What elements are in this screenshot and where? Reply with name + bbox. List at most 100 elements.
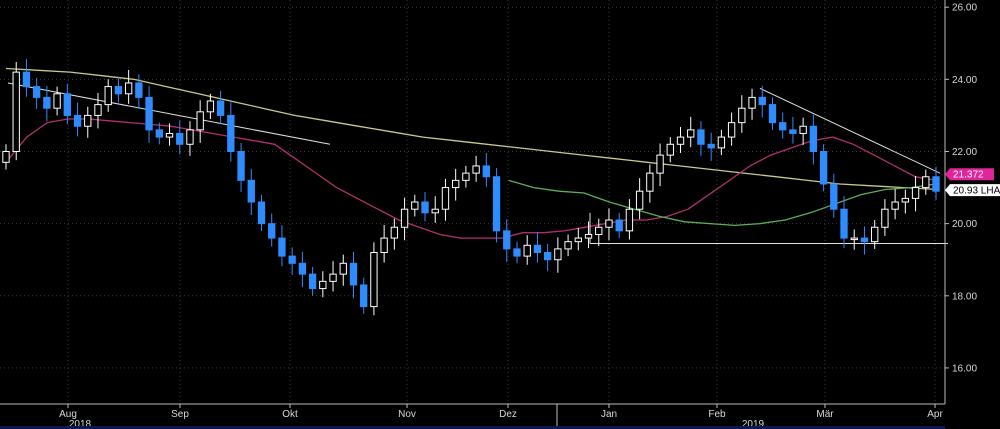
candle-body [298,262,307,275]
candle-body [574,237,582,243]
candle-body [646,172,654,192]
candle-body [911,187,920,199]
candle-body [237,151,245,181]
candle-body [819,151,828,185]
candle-body [431,208,439,214]
candle-body [482,165,490,178]
candle-body [165,132,174,138]
candle-body [717,136,726,149]
candle-body [472,165,480,174]
candle-body [523,244,531,257]
price-tag-label: 21.372 [953,170,984,181]
candle-body [63,93,71,116]
candle-body [257,201,266,225]
candle-body [319,280,327,290]
x-tick-label: Dez [499,409,517,420]
candle-body [421,201,429,214]
bottom-strip [0,426,945,429]
trendline-aug [7,82,331,145]
candle-body [390,226,399,239]
trendline-feb [759,87,941,174]
trendlines [7,82,948,244]
candle-body [104,86,112,106]
candle-body [840,208,848,239]
candle-body [533,244,542,254]
x-tick-label: Okt [282,409,298,420]
x-year-label: 2018 [69,419,92,429]
candle-body [452,179,460,189]
candle-body [22,71,31,88]
candle-body [53,93,61,109]
candle-body [922,176,930,189]
candle-body [615,219,623,232]
candle-body [196,111,204,131]
candle-body [595,226,603,235]
candle-body [227,114,235,153]
y-tick-label: 24.00 [952,75,977,86]
x-tick-label: Jan [601,409,617,420]
candle-body [727,122,736,138]
candle-body [43,96,51,109]
candle-body [176,132,184,145]
candle-body [748,96,756,109]
candle-body [380,237,388,253]
ma-short-line [5,118,937,239]
candle-body [186,129,194,145]
candles [2,59,940,316]
candle-body [860,237,869,243]
candle-body [779,122,787,131]
candle-body [543,252,552,261]
y-tick-label: 16.00 [952,363,977,374]
candle-body [349,262,358,286]
candle-body [676,136,685,145]
candle-body [738,107,746,124]
x-tick-label: Feb [708,409,726,420]
candle-body [206,100,215,113]
candle-body [891,201,899,210]
candle-body [932,176,940,192]
x-tick-label: Aug [59,409,77,420]
candle-body [871,226,879,243]
axes: 26.00 24.00 22.00 20.00 18.00 16.00 Aug Sep Okt N… [0,0,977,429]
candle-body [308,273,317,290]
candle-body [400,208,409,228]
candle-body [554,248,562,261]
candle-body [707,143,715,149]
candle-body [768,104,777,124]
candle-body [462,172,470,181]
candle-body [492,176,501,232]
candle-body [32,86,41,98]
candle-body [114,86,123,95]
candle-body [809,125,818,152]
candle-body [247,179,255,203]
candle-body [799,125,807,134]
price-tag-bg [945,168,994,181]
candle-body [268,223,276,239]
candle-body [94,104,102,116]
candle-body [278,237,286,257]
x-tick-label: Nov [398,409,416,420]
price-tag-label: 20.93 LHA [953,186,1000,197]
moving-averages [5,67,937,239]
candle-body [73,114,82,127]
price-tags: 21.372 20.93 LHA [945,168,1000,197]
candle-body [135,82,143,98]
candle-body [329,273,337,282]
candle-body [2,151,10,163]
candle-body [830,183,838,210]
candle-body [697,129,705,145]
candle-body [503,230,511,250]
candle-body [513,248,521,257]
y-tick-label: 26.00 [952,3,977,14]
candle-body [564,241,572,250]
candle-body [758,96,766,106]
candle-body [789,129,797,134]
y-tick-label: 20.00 [952,219,977,230]
candle-body [12,71,20,152]
candle-body [124,82,133,95]
y-tick-label: 18.00 [952,291,977,302]
price-tag-bg [945,184,1000,197]
candle-body [687,129,695,138]
candle-body [666,143,674,156]
